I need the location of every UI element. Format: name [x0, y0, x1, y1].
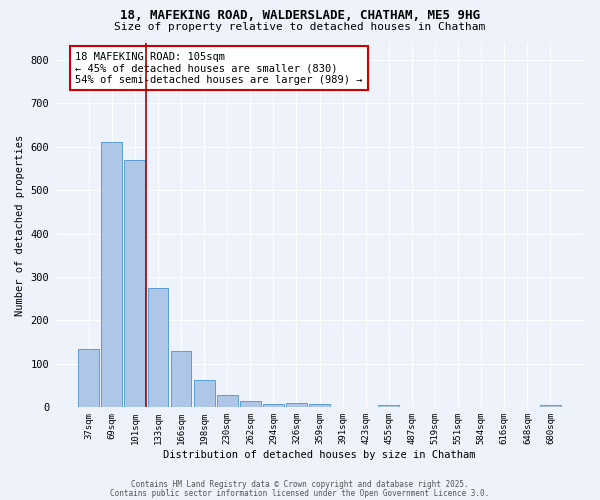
Bar [309, 404, 330, 407]
Bar [194, 380, 215, 407]
Bar [101, 142, 122, 408]
Bar [170, 351, 191, 408]
Bar [217, 395, 238, 407]
Bar [286, 403, 307, 407]
Text: Contains public sector information licensed under the Open Government Licence 3.: Contains public sector information licen… [110, 488, 490, 498]
Bar [148, 288, 169, 408]
X-axis label: Distribution of detached houses by size in Chatham: Distribution of detached houses by size … [163, 450, 476, 460]
Bar [240, 401, 261, 407]
Bar [263, 404, 284, 407]
Y-axis label: Number of detached properties: Number of detached properties [15, 134, 25, 316]
Bar [379, 405, 399, 407]
Text: 18 MAFEKING ROAD: 105sqm
← 45% of detached houses are smaller (830)
54% of semi-: 18 MAFEKING ROAD: 105sqm ← 45% of detach… [76, 52, 363, 85]
Text: Size of property relative to detached houses in Chatham: Size of property relative to detached ho… [115, 22, 485, 32]
Text: Contains HM Land Registry data © Crown copyright and database right 2025.: Contains HM Land Registry data © Crown c… [131, 480, 469, 489]
Text: 18, MAFEKING ROAD, WALDERSLADE, CHATHAM, ME5 9HG: 18, MAFEKING ROAD, WALDERSLADE, CHATHAM,… [120, 9, 480, 22]
Bar [78, 348, 99, 408]
Bar [540, 404, 561, 407]
Bar [124, 160, 145, 408]
